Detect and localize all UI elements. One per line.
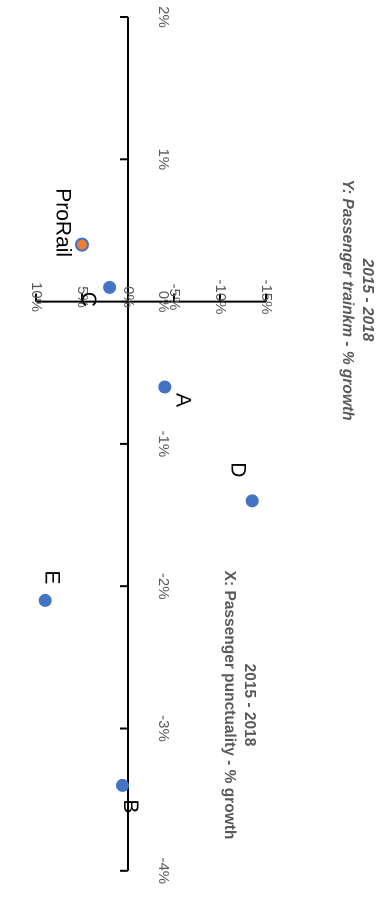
x-axis-title-line1: X: Passenger punctuality - % growth <box>221 571 238 840</box>
y-tick-label: -4% <box>155 857 172 884</box>
x-axis-title-line2: 2015 - 2018 <box>241 664 258 747</box>
data-point <box>245 494 259 508</box>
data-point <box>158 380 172 394</box>
point-label: A <box>171 393 194 407</box>
y-axis-title-line2: 2015 - 2018 <box>359 258 376 342</box>
x-tick-label: -10% <box>212 279 229 314</box>
y-tick-label: -3% <box>155 715 172 742</box>
axes <box>35 16 267 872</box>
y-tick-label: 0% <box>155 291 172 313</box>
y-axis-title-line1: Y: Passenger trainkm - % growth <box>339 179 356 420</box>
point-label: B <box>119 799 142 813</box>
y-tick-label: 2% <box>155 6 172 28</box>
data-point <box>115 778 129 792</box>
data-points: ProRail C A D E B <box>38 188 259 813</box>
axis-titles: X: Passenger punctuality - % growth 2015 … <box>221 179 376 839</box>
y-tick-label: 1% <box>155 148 172 170</box>
point-label: ProRail <box>51 188 74 257</box>
x-tick-label: 0% <box>120 286 137 308</box>
tick-labels: 2%1%0%-1%-2%-3%-4%10% 5% 0% -5% -10% -15% <box>28 6 275 884</box>
point-label: E <box>41 570 64 584</box>
x-tick-label: -15% <box>258 279 275 314</box>
x-tick-label: 10% <box>28 282 45 312</box>
data-point <box>75 237 89 252</box>
x-tick-label: -5% <box>166 284 183 311</box>
point-label: D <box>227 462 250 477</box>
data-point <box>38 593 52 607</box>
point-label: C <box>77 292 100 307</box>
data-point <box>103 280 117 294</box>
y-tick-label: -2% <box>155 573 172 600</box>
y-tick-label: -1% <box>155 431 172 458</box>
x-tick-label: 5% <box>74 286 91 308</box>
